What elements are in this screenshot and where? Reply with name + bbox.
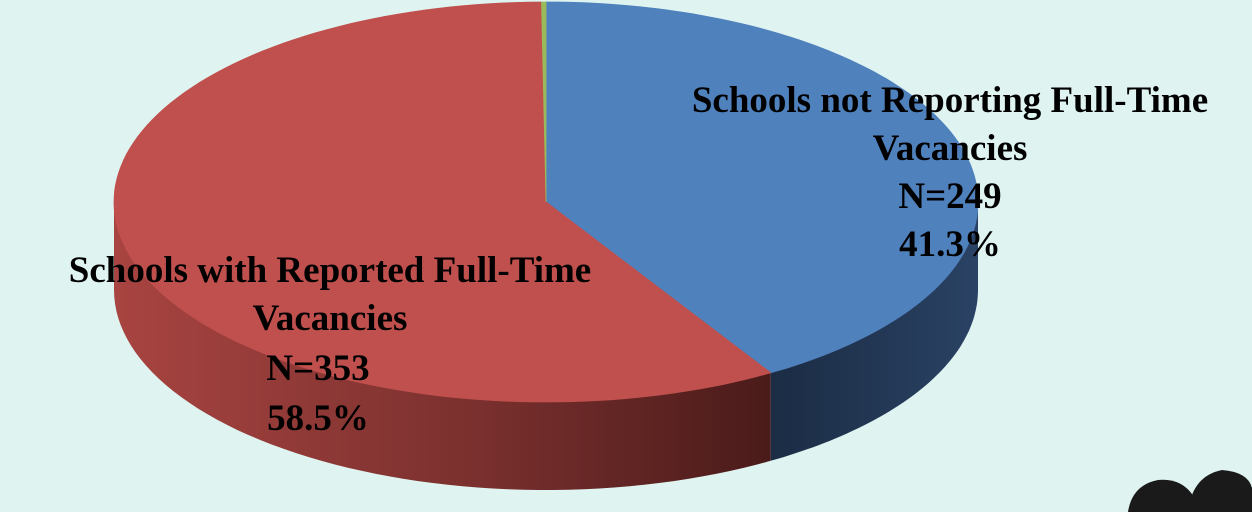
pie-side-1 <box>114 202 771 490</box>
pie-tops <box>113 1 979 403</box>
slice-label-red-line2: Vacancies <box>253 298 408 339</box>
pie-slice-0 <box>545 1 979 374</box>
slice-label-red-n: N=353 <box>266 348 369 389</box>
slice-label-red-line1: Schools with Reported Full-Time <box>69 250 591 291</box>
slice-label-blue-line2: Vacancies <box>873 128 1028 169</box>
pie-slice-1 <box>113 1 772 403</box>
pie-labels: Schools not Reporting Full-Time Vacancie… <box>69 80 1208 439</box>
people-silhouette-image <box>1128 470 1252 512</box>
pie-slice-2 <box>541 1 547 203</box>
pie-sides <box>114 202 978 490</box>
slice-label-blue-n: N=249 <box>898 176 1001 217</box>
pie-side-0 <box>770 202 978 461</box>
slice-label-red-pct: 58.5% <box>267 398 369 439</box>
slice-label-blue-pct: 41.3% <box>899 224 1001 265</box>
slice-label-blue-line1: Schools not Reporting Full-Time <box>692 80 1208 121</box>
